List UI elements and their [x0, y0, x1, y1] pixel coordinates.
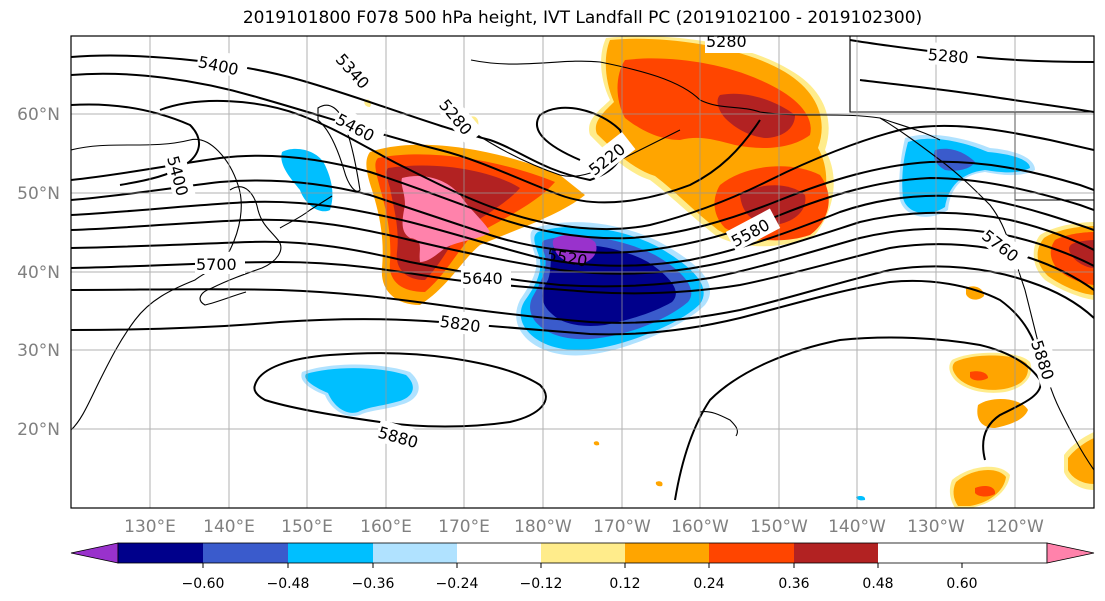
ivt-orange-subtropical-east-4	[1068, 438, 1094, 484]
contour-label: 5280	[706, 32, 747, 51]
colorbar-segment	[625, 543, 709, 563]
map-frame	[70, 35, 1095, 509]
lon-label: 140°E	[203, 517, 255, 537]
colorbar-segment	[457, 543, 541, 563]
colorbar-segment	[288, 543, 373, 563]
coast-japan	[199, 186, 282, 306]
map-title: 2019101800 F078 500 hPa height, IVT Land…	[242, 8, 923, 28]
ivt-skyblue-bc	[902, 138, 1030, 214]
latitude-labels: 60°N 50°N 40°N 30°N 20°N	[17, 105, 60, 440]
colorbar: −0.60 −0.48 −0.36 −0.24 −0.12 0.12 0.24 …	[70, 542, 1095, 592]
coast-hawaii	[699, 411, 738, 437]
lon-label: 160°E	[360, 517, 412, 537]
contour-label: 5640	[462, 269, 503, 288]
ivt-dark-red-alaska-south	[740, 185, 806, 225]
ivt-orange-fleck-mid	[593, 441, 600, 446]
colorbar-segment	[118, 543, 203, 563]
ivt-red-fleck-east-3	[975, 486, 996, 497]
colorbar-tick-label: 0.24	[693, 576, 724, 592]
lon-label: 130°W	[907, 517, 965, 537]
lon-label: 130°E	[124, 517, 176, 537]
ivt-pink-core-nw	[401, 175, 490, 262]
colorbar-tick-label: 0.12	[609, 576, 640, 592]
lon-label: 140°W	[828, 517, 886, 537]
colorbar-tick-label: 0.48	[862, 576, 893, 592]
ivt-dark-red-alaska	[717, 93, 795, 138]
lat-label: 40°N	[17, 263, 60, 283]
colorbar-high-extend	[1046, 542, 1095, 564]
lat-label: 20°N	[17, 420, 60, 440]
colorbar-tick-label: 0.36	[778, 576, 809, 592]
ivt-orange-fleck-hawaii	[655, 481, 663, 487]
colorbar-tick-label: −0.60	[182, 576, 225, 592]
colorbar-segment	[203, 543, 288, 563]
longitude-labels: 130°E 140°E 150°E 160°E 170°E 180°W 170°…	[124, 517, 1044, 537]
lat-label: 30°N	[17, 341, 60, 361]
ivt-orange-subtropical-east-1	[952, 355, 1028, 390]
colorbar-tick-label: −0.48	[267, 576, 310, 592]
colorbar-segment	[541, 543, 625, 563]
lon-label: 150°W	[750, 517, 808, 537]
colorbar-tick-label: −0.36	[352, 576, 395, 592]
coast-kuril	[279, 195, 333, 229]
contour-label: 5280	[927, 45, 969, 67]
ivt-purple-core-central	[552, 234, 597, 264]
lon-label: 160°W	[671, 517, 729, 537]
colorbar-segment	[709, 543, 794, 563]
colorbar-tick-label: −0.24	[436, 576, 479, 592]
lon-label: 150°E	[281, 517, 333, 537]
ivt-red-fleck-east-1	[970, 371, 988, 381]
colorbar-tick-label: 0.60	[946, 576, 977, 592]
ivt-blue-fleck-east	[856, 496, 866, 501]
contour-labels: 5400 5340 5460 5280 5220 5400 5580 5640 …	[162, 32, 1064, 455]
border-canada-us	[849, 36, 1094, 113]
map-panel: 5400 5340 5460 5280 5220 5400 5580 5640 …	[71, 32, 1094, 508]
height-contours	[71, 39, 1094, 501]
colorbar-tick-label: −0.12	[520, 576, 563, 592]
colorbar-segment	[373, 543, 457, 563]
lon-label: 170°E	[438, 517, 490, 537]
ivt-blue-bc	[934, 148, 975, 171]
colorbar-low-extend	[70, 542, 119, 564]
lat-label: 60°N	[17, 105, 60, 125]
colorbar-segment	[794, 543, 878, 563]
lon-label: 120°W	[986, 517, 1044, 537]
contour-label: 5700	[196, 255, 237, 274]
lat-label: 50°N	[17, 184, 60, 204]
lon-label: 170°W	[593, 517, 651, 537]
lon-label: 180°W	[514, 517, 572, 537]
ivt-shading	[281, 36, 1094, 508]
coast-aleutians	[469, 129, 681, 177]
